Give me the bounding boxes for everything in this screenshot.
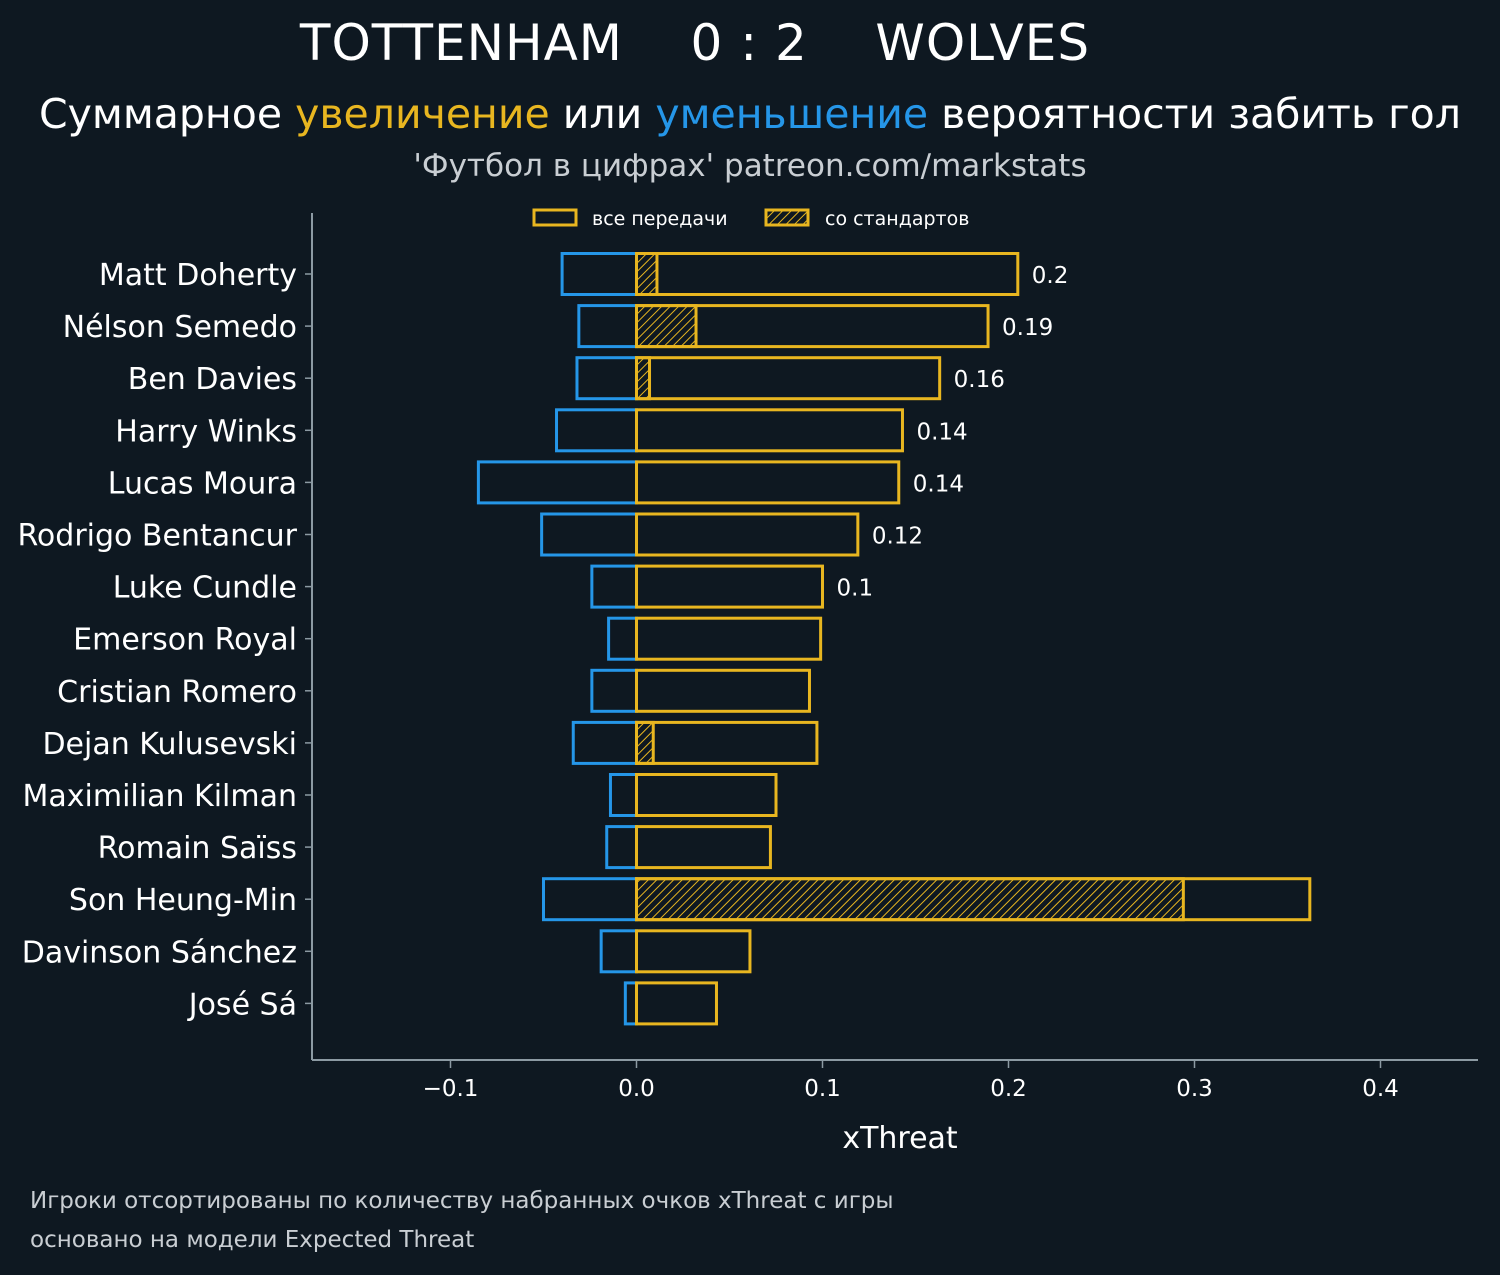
subtitle-part1: Суммарное [39, 90, 296, 138]
setpiece-bar [635, 304, 698, 349]
source-credit: 'Футбол в цифрах' patreon.com/markstats [413, 148, 1087, 184]
increase-bar [635, 825, 772, 870]
increase-bar [635, 408, 904, 453]
axes: −0.1 0.0 0.1 0.2 0.3 0.4 xThreat [305, 213, 1478, 1156]
decrease-bar [599, 929, 638, 974]
data-label: 0.16 [954, 367, 1005, 393]
increase-bar [635, 877, 1312, 922]
decrease-bar [607, 616, 638, 661]
player-label: Romain Saïss [98, 831, 297, 866]
x-tick-label: 0.4 [1362, 1076, 1399, 1102]
player-label: Dejan Kulusevski [42, 727, 297, 762]
decrease-bar [577, 304, 639, 349]
player-label: Davinson Sánchez [22, 935, 297, 970]
x-tick-label: 0.1 [804, 1076, 841, 1102]
increase-bar [635, 356, 942, 401]
increase-bar [635, 252, 1020, 296]
x-tick-label: 0.3 [1176, 1076, 1213, 1102]
increase-bar [635, 460, 901, 505]
footnote-model: основано на модели Expected Threat [30, 1227, 475, 1253]
match-score: 0 : 2 [690, 14, 808, 72]
setpiece-bar [635, 356, 652, 401]
setpiece-bar [635, 877, 1185, 922]
player-label: José Sá [187, 987, 297, 1022]
legend-swatch-all [532, 208, 578, 227]
subtitle-decrease: уменьшение [655, 90, 929, 138]
legend-swatch-setpiece [764, 208, 810, 227]
data-label: 0.19 [1002, 315, 1053, 341]
setpiece-bar [635, 252, 659, 296]
decrease-bar [608, 773, 639, 817]
player-label: Matt Doherty [99, 258, 297, 293]
player-label: Maximilian Kilman [23, 779, 297, 814]
increase-bar [635, 981, 718, 1026]
increase-bar [635, 773, 778, 817]
legend-label-setpiece: со стандартов [825, 208, 969, 230]
bars [476, 252, 1312, 1026]
increase-bar [635, 512, 860, 557]
decrease-bar [560, 252, 638, 296]
player-label: Emerson Royal [73, 623, 297, 658]
player-label: Rodrigo Bentancur [17, 519, 297, 554]
legend-label-all: все передачи [592, 208, 728, 230]
decrease-bar [542, 877, 638, 922]
decrease-bar [605, 825, 638, 870]
subtitle-part3: вероятности забить гол [928, 90, 1461, 138]
subtitle-part2: или [549, 90, 656, 138]
increase-bar [635, 668, 811, 713]
chart-subtitle: Суммарное увеличение или уменьшение веро… [0, 90, 1500, 138]
x-tick-label: −0.1 [423, 1076, 479, 1102]
setpiece-bar [635, 720, 655, 765]
labels: Matt Doherty 0.2 Nélson Semedo 0.19 Ben Davi… [17, 258, 1068, 1022]
decrease-bar [540, 512, 639, 557]
player-label: Luke Cundle [113, 571, 297, 606]
decrease-bar [590, 564, 638, 609]
data-label: 0.2 [1032, 263, 1069, 289]
player-label: Harry Winks [115, 414, 297, 449]
decrease-bar [590, 668, 638, 713]
data-label: 0.12 [872, 524, 923, 550]
legend: все передачи со стандартов [532, 208, 969, 230]
decrease-bar [476, 460, 638, 505]
player-label: Son Heung-Min [69, 883, 297, 918]
increase-bar [635, 564, 824, 609]
away-team: WOLVES [875, 14, 1091, 72]
decrease-bar [571, 720, 639, 765]
data-label: 0.14 [913, 471, 964, 497]
x-axis-label: xThreat [842, 1121, 958, 1156]
footnote-sorting: Игроки отсортированы по количеству набра… [30, 1188, 894, 1214]
player-label: Lucas Moura [108, 466, 297, 501]
decrease-bar [623, 981, 639, 1026]
x-tick-label: 0.0 [618, 1076, 655, 1102]
player-label: Nélson Semedo [63, 310, 297, 345]
player-label: Cristian Romero [57, 675, 297, 710]
home-team: TOTTENHAM [299, 14, 623, 72]
increase-bar [635, 616, 823, 661]
data-label: 0.14 [916, 419, 967, 445]
subtitle-increase: увеличение [295, 90, 550, 138]
player-label: Ben Davies [128, 362, 297, 397]
data-label: 0.1 [837, 576, 874, 602]
increase-bar [635, 304, 990, 349]
increase-bar [635, 929, 752, 974]
match-title: TOTTENHAM 0 : 2 WOLVES [0, 14, 1390, 72]
decrease-bar [555, 408, 639, 453]
x-tick-label: 0.2 [990, 1076, 1027, 1102]
decrease-bar [575, 356, 638, 401]
increase-bar [635, 720, 819, 765]
